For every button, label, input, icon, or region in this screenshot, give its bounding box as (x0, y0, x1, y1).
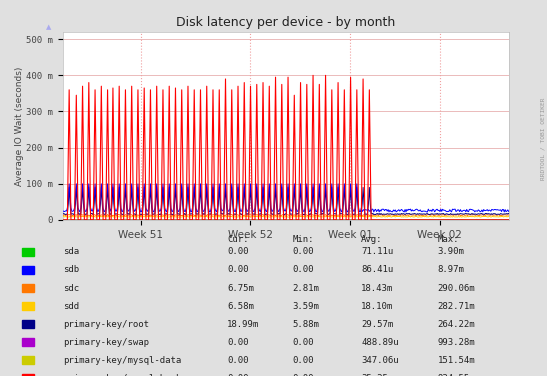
Text: 0.00: 0.00 (293, 247, 314, 256)
Text: 282.71m: 282.71m (438, 302, 475, 311)
Text: 993.28m: 993.28m (438, 338, 475, 347)
Text: sda: sda (63, 247, 79, 256)
Text: 0.00: 0.00 (227, 374, 248, 376)
Text: primary-key/swap: primary-key/swap (63, 338, 149, 347)
Text: sdd: sdd (63, 302, 79, 311)
Text: primary-key/mysql-backup: primary-key/mysql-backup (63, 374, 192, 376)
Text: Avg:: Avg: (361, 235, 382, 244)
Text: 3.90m: 3.90m (438, 247, 464, 256)
Text: 290.06m: 290.06m (438, 284, 475, 293)
Text: 2.81m: 2.81m (293, 284, 319, 293)
Text: 0.00: 0.00 (293, 374, 314, 376)
Text: 0.00: 0.00 (293, 356, 314, 365)
Text: Min:: Min: (293, 235, 314, 244)
Text: 29.57m: 29.57m (361, 320, 393, 329)
Text: RRDTOOL / TOBI OETIKER: RRDTOOL / TOBI OETIKER (540, 98, 546, 180)
Text: 488.89u: 488.89u (361, 338, 399, 347)
Text: 0.00: 0.00 (227, 356, 248, 365)
Text: 0.00: 0.00 (227, 247, 248, 256)
Text: 18.10m: 18.10m (361, 302, 393, 311)
Text: 6.75m: 6.75m (227, 284, 254, 293)
Text: 0.00: 0.00 (227, 338, 248, 347)
Text: 71.11u: 71.11u (361, 247, 393, 256)
Text: 18.43m: 18.43m (361, 284, 393, 293)
Text: 0.00: 0.00 (293, 338, 314, 347)
Text: primary-key/root: primary-key/root (63, 320, 149, 329)
Text: 151.54m: 151.54m (438, 356, 475, 365)
Text: 35.25m: 35.25m (361, 374, 393, 376)
Text: 934.55m: 934.55m (438, 374, 475, 376)
Text: 264.22m: 264.22m (438, 320, 475, 329)
Text: Max:: Max: (438, 235, 459, 244)
Text: 86.41u: 86.41u (361, 265, 393, 274)
Text: Cur:: Cur: (227, 235, 248, 244)
Text: 347.06u: 347.06u (361, 356, 399, 365)
Text: ▲: ▲ (46, 24, 52, 30)
Text: 8.97m: 8.97m (438, 265, 464, 274)
Text: sdb: sdb (63, 265, 79, 274)
Text: 0.00: 0.00 (293, 265, 314, 274)
Text: sdc: sdc (63, 284, 79, 293)
Title: Disk latency per device - by month: Disk latency per device - by month (176, 17, 395, 29)
Text: 3.59m: 3.59m (293, 302, 319, 311)
Text: primary-key/mysql-data: primary-key/mysql-data (63, 356, 181, 365)
Text: 18.99m: 18.99m (227, 320, 259, 329)
Text: 6.58m: 6.58m (227, 302, 254, 311)
Text: 0.00: 0.00 (227, 265, 248, 274)
Text: 5.88m: 5.88m (293, 320, 319, 329)
Y-axis label: Average IO Wait (seconds): Average IO Wait (seconds) (15, 66, 24, 186)
